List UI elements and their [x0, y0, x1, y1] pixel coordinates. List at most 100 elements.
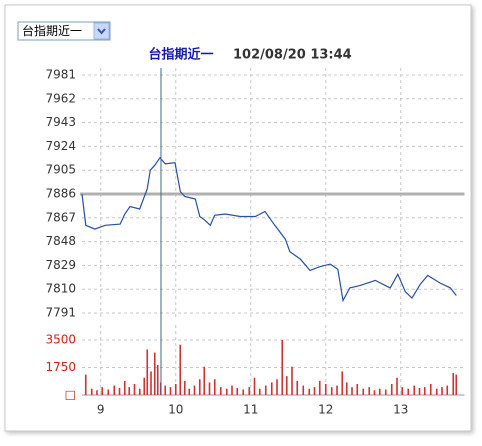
- dropdown-button[interactable]: [93, 22, 110, 40]
- volume-bar: [435, 388, 438, 395]
- volume-bar: [362, 388, 365, 395]
- volume-bar: [418, 387, 421, 395]
- y-tick-label: 7886: [45, 187, 76, 201]
- volume-bar: [455, 374, 458, 395]
- volume-bar: [183, 380, 186, 395]
- volume-bar: [225, 388, 228, 395]
- volume-bar: [373, 390, 376, 395]
- dropdown[interactable]: 台指期近一: [17, 21, 111, 41]
- volume-bar: [423, 387, 426, 395]
- volume-bar: [345, 382, 348, 395]
- chart-subtitle: 102/08/20 13:44: [233, 48, 352, 63]
- x-tick-label: 9: [97, 403, 105, 417]
- volume-bar: [276, 379, 278, 395]
- volume-bar: [138, 388, 141, 395]
- volume-bar: [368, 387, 371, 395]
- volume-bar: [231, 385, 233, 395]
- volume-bar: [174, 384, 177, 395]
- volume-bar: [407, 388, 410, 395]
- volume-bar: [118, 387, 121, 395]
- volume-bar: [291, 366, 293, 395]
- volume-bar: [390, 384, 393, 395]
- volume-bar: [308, 388, 311, 395]
- volume-bar: [128, 387, 131, 395]
- volume-bar: [302, 385, 305, 395]
- volume-bar: [133, 384, 136, 395]
- volume-bar: [441, 387, 443, 395]
- volume-bar: [107, 389, 110, 395]
- volume-bar: [429, 384, 432, 395]
- y-tick-label: 7924: [45, 139, 76, 153]
- volume-bar: [96, 390, 98, 395]
- x-tick-label: 11: [243, 403, 258, 417]
- dropdown-text[interactable]: 台指期近一: [22, 23, 82, 38]
- volume-bar: [401, 387, 404, 395]
- y-tick-label: 3500: [45, 333, 76, 347]
- volume-bar: [296, 380, 299, 395]
- volume-bar: [336, 385, 338, 395]
- volume-bar: [258, 388, 261, 395]
- chart-title: 台指期近一: [148, 47, 213, 63]
- volume-bar: [378, 388, 381, 395]
- volume-bar: [356, 384, 359, 395]
- volume-bar: [156, 365, 159, 395]
- volume-bar: [164, 385, 167, 395]
- volume-bar: [253, 377, 256, 395]
- volume-bar: [213, 379, 216, 395]
- plot: 7981 7962 7943 7924 7905 7886 7867 7848 7829 7810…: [45, 68, 465, 417]
- volume-bar: [150, 371, 152, 395]
- volume-bar: [236, 387, 239, 395]
- volume-bar: [313, 387, 316, 395]
- volume-bar: [143, 377, 146, 395]
- y-tick-label: 7867: [45, 210, 76, 224]
- volume-bar: [123, 380, 126, 395]
- volume-bar: [351, 387, 353, 395]
- y-tick-label: 7810: [45, 282, 76, 296]
- y-tick-label: 7981: [45, 68, 76, 82]
- dropdown-box[interactable]: [17, 21, 111, 41]
- volume-bar: [169, 387, 172, 395]
- x-tick-label: 10: [168, 403, 183, 417]
- volume-bar: [113, 385, 116, 395]
- volume-bar: [219, 387, 222, 395]
- volume-bar: [324, 384, 327, 395]
- volume-bar: [198, 379, 201, 395]
- x-tick-label: 12: [318, 403, 333, 417]
- y-tick-label: 7791: [45, 306, 76, 320]
- volume-bar: [84, 374, 87, 395]
- volume-bar: [384, 389, 387, 395]
- volume-bar: [330, 387, 333, 395]
- volume-bar: [285, 376, 288, 395]
- volume-bar: [270, 382, 273, 395]
- volume-bar: [242, 389, 245, 395]
- volume-bar: [203, 366, 206, 395]
- price-line: [81, 156, 457, 303]
- volume-bar: [413, 385, 416, 395]
- volume-bar: [341, 371, 344, 395]
- volume-bar: [153, 352, 156, 395]
- volume-bar: [396, 377, 398, 395]
- y-tick-label: □: [65, 388, 76, 402]
- volume-bar: [281, 340, 284, 395]
- volume-bar: [264, 385, 267, 395]
- y-tick-label: 7829: [45, 258, 76, 272]
- volume-bar: [193, 385, 196, 395]
- volume-bar: [179, 344, 182, 395]
- y-tick-label: 7943: [45, 115, 76, 129]
- volume-bar: [146, 349, 149, 395]
- y-tick-label: 7848: [45, 234, 76, 248]
- y-tick-label: 7962: [45, 91, 76, 105]
- dropdown-arrow: [97, 28, 106, 35]
- volume-bar: [318, 380, 321, 395]
- volume-bar: [446, 385, 449, 395]
- volume-bar: [101, 387, 104, 395]
- x-tick-label: 13: [393, 403, 408, 417]
- volume-bar: [188, 388, 191, 395]
- volume-bar: [452, 373, 455, 395]
- y-tick-label: 7905: [45, 163, 76, 177]
- volume-bar: [90, 388, 93, 395]
- volume-bar: [208, 382, 211, 395]
- volume-bar: [248, 387, 251, 395]
